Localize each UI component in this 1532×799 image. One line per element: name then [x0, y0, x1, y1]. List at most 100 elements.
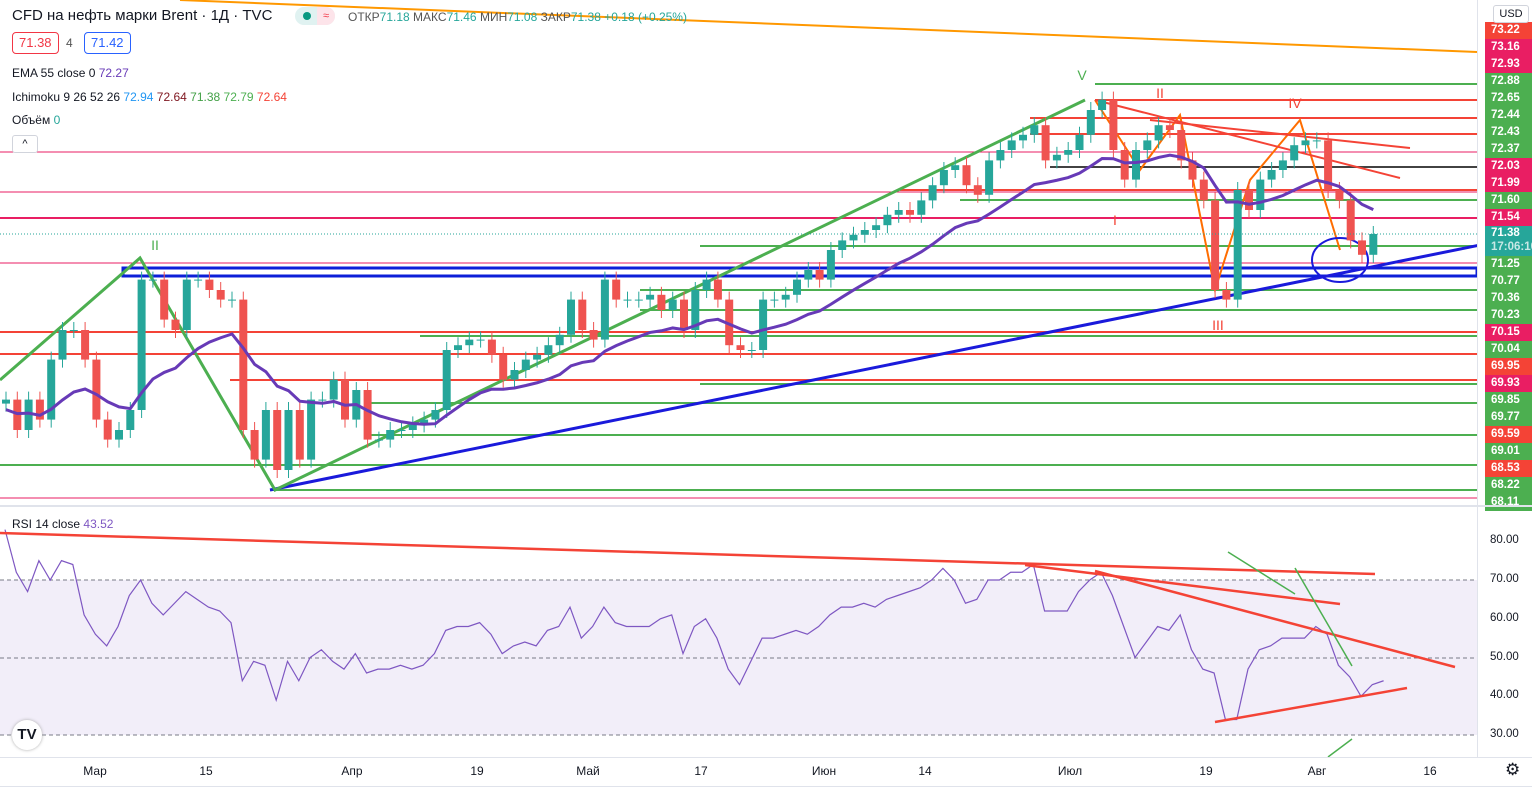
- buy-button[interactable]: 71.42: [84, 32, 131, 54]
- candle: [386, 430, 395, 440]
- wave-label: IV: [1288, 95, 1302, 111]
- candle: [47, 359, 56, 420]
- blue-trendline: [269, 244, 1477, 492]
- candle: [736, 345, 745, 350]
- candle: [1256, 179, 1265, 210]
- candle: [81, 330, 90, 360]
- candle: [216, 290, 225, 300]
- candle: [1301, 140, 1310, 146]
- ichimoku-legend[interactable]: Ichimoku 9 26 52 26 72.94 72.64 71.38 72…: [12, 90, 287, 104]
- candle: [713, 279, 722, 300]
- candle: [363, 390, 372, 440]
- candle: [69, 330, 78, 331]
- candle: [1143, 140, 1152, 150]
- ema-value: 72.27: [98, 66, 129, 80]
- price-chart-pane[interactable]: V II II IV I III CFD на нефть марки Brent · 1…: [0, 0, 1477, 505]
- symbol-title[interactable]: CFD на нефть марки Brent · 1Д · TVC: [12, 7, 273, 24]
- candle: [24, 399, 33, 430]
- wave-icon: ≈: [317, 7, 335, 25]
- candle: [770, 299, 779, 301]
- candle: [1222, 290, 1231, 300]
- candle: [544, 345, 553, 355]
- tradingview-logo-icon[interactable]: TV: [12, 720, 42, 750]
- candle: [228, 299, 236, 301]
- price-label: 68.22: [1485, 477, 1532, 494]
- price-label: 71.54: [1485, 209, 1532, 226]
- spread: 4: [66, 36, 73, 50]
- time-axis-label: 19: [1199, 764, 1213, 778]
- ichimoku-base: 72.64: [156, 90, 187, 104]
- low-label: МИН: [479, 10, 508, 24]
- candle: [1369, 234, 1378, 255]
- candle: [160, 279, 169, 320]
- candle: [1199, 179, 1208, 201]
- candle: [273, 410, 282, 470]
- market-status[interactable]: ≈: [295, 7, 335, 25]
- close-label: ЗАКР: [540, 10, 571, 24]
- candle: [939, 170, 948, 186]
- price-label: 72.37: [1485, 141, 1532, 158]
- collapse-legend-button[interactable]: ^: [12, 135, 38, 153]
- pane-separator[interactable]: [0, 505, 1532, 507]
- candle: [408, 424, 417, 430]
- volume-legend[interactable]: Объём 0: [12, 113, 60, 127]
- time-axis-label: 17: [694, 764, 708, 778]
- candle: [1290, 145, 1299, 161]
- price-label: 69.01: [1485, 443, 1532, 460]
- candle: [849, 234, 858, 241]
- candle: [962, 165, 971, 186]
- price-label: 69.93: [1485, 375, 1532, 392]
- currency-selector[interactable]: USD: [1493, 5, 1529, 23]
- market-open-dot-icon: [303, 12, 311, 20]
- candle: [92, 359, 101, 420]
- price-label: 71.99: [1485, 175, 1532, 192]
- candle: [58, 330, 67, 360]
- candle: [668, 299, 677, 310]
- rsi-axis-label: 50.00: [1490, 650, 1519, 663]
- candle: [2, 399, 10, 404]
- candle: [374, 439, 383, 441]
- candle: [420, 419, 429, 425]
- ema-label: EMA 55 close 0: [12, 66, 96, 80]
- rsi-legend[interactable]: RSI 14 close 43.52: [12, 517, 113, 531]
- candle: [148, 279, 157, 281]
- time-axis-label: 14: [918, 764, 932, 778]
- candle: [1165, 125, 1174, 130]
- candle: [894, 210, 903, 215]
- price-label: 70.36: [1485, 290, 1532, 307]
- candle: [1075, 134, 1084, 150]
- price-label: 69.95: [1485, 358, 1532, 375]
- rsi-axis-label: 30.00: [1490, 728, 1519, 740]
- wave-lines: [0, 98, 1086, 492]
- sell-button[interactable]: 71.38: [12, 32, 59, 54]
- candle: [1120, 150, 1129, 180]
- rsi-axis-label: 70.00: [1490, 573, 1519, 585]
- support-zone-rectangle: [121, 266, 1477, 278]
- rsi-axis[interactable]: 80.00 70.00 60.00 50.00 40.00 30.00: [1477, 507, 1532, 757]
- price-axis[interactable]: 73.22 73.16 72.93 72.88 72.65 72.44 72.43 72.37…: [1477, 0, 1532, 511]
- candle: [250, 430, 259, 460]
- candle: [329, 379, 338, 400]
- candle: [1064, 150, 1073, 155]
- candle: [521, 359, 530, 370]
- candle: [533, 354, 542, 360]
- gear-icon[interactable]: ⚙: [1505, 760, 1521, 779]
- price-label: 69.85: [1485, 392, 1532, 409]
- candle: [307, 399, 316, 460]
- rsi-pane[interactable]: RSI 14 close 43.52: [0, 507, 1477, 757]
- candle: [872, 225, 881, 230]
- ema-legend[interactable]: EMA 55 close 0 72.27: [12, 66, 129, 80]
- rsi-canvas: [0, 529, 1477, 757]
- candle: [295, 410, 304, 460]
- time-axis[interactable]: Мар 15 Апр 19 Май 17 Июн 14 Июл 19 Авг 16: [0, 757, 1532, 785]
- candle: [1335, 190, 1344, 201]
- candle: [634, 299, 643, 301]
- candle: [612, 279, 621, 300]
- low-value: 71.08: [507, 10, 538, 24]
- candle: [838, 240, 847, 250]
- candle: [1154, 125, 1163, 141]
- candle: [973, 185, 982, 195]
- candle: [261, 410, 270, 460]
- candle: [1177, 130, 1186, 161]
